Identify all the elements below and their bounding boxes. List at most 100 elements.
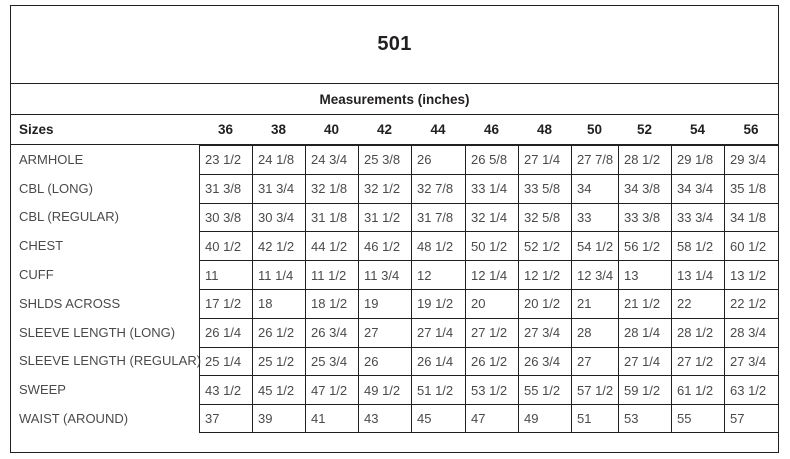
- table-cell: 20 1/2: [519, 289, 572, 318]
- table-cell: 33 1/4: [466, 174, 519, 203]
- table-cell: 31 1/8: [306, 203, 359, 232]
- table-cell: 28 1/4: [619, 318, 672, 347]
- table-cell: 11 1/2: [306, 261, 359, 289]
- table-cell: 53: [619, 405, 672, 432]
- table-cell: 12 1/2: [519, 261, 572, 289]
- table-cell: 31 1/2: [359, 203, 412, 232]
- table-cell: 18: [253, 289, 306, 318]
- row-cells: 25 1/4 25 1/2 25 3/4 26 26 1/4 26 1/2 26 3/4 27…: [199, 346, 778, 376]
- table-cell: 57: [730, 411, 745, 427]
- row-label: WAIST (AROUND): [19, 411, 129, 427]
- table-row: CUFF 11 11 1/4 11 1/2 11 3/4 12 12 1/4 12 1/2 12…: [11, 260, 778, 289]
- table-cell: 61 1/2: [672, 376, 725, 405]
- table-cell: 45: [412, 405, 466, 432]
- row-cells: 31 3/8 31 3/4 32 1/8 32 1/2 32 7/8 33 1/4 33 5…: [199, 173, 778, 203]
- table-cell: 27 1/2: [466, 318, 519, 347]
- table-cell: 27 3/4: [730, 353, 767, 369]
- table-cell: 12: [412, 261, 466, 289]
- table-cell: 40 1/2: [200, 232, 253, 261]
- row-label: CBL (REGULAR): [19, 209, 119, 225]
- table-row: CHEST 40 1/2 42 1/2 44 1/2 46 1/2 48 1/2 50 1/…: [11, 231, 778, 261]
- table-cell: 34: [572, 174, 619, 203]
- table-cell: 47 1/2: [306, 376, 359, 405]
- chart-title-row: 501: [11, 6, 778, 84]
- table-cell: 11 3/4: [359, 261, 412, 289]
- table-cell: 55: [672, 405, 725, 432]
- table-cell: 12 1/4: [466, 261, 519, 289]
- table-cell: 27 1/2: [672, 347, 725, 376]
- table-cell: 27 1/4: [519, 146, 572, 174]
- table-cell: 26 3/4: [306, 318, 359, 347]
- table-cell: 18 1/2: [306, 289, 359, 318]
- size-header-46: 46: [483, 122, 500, 137]
- table-cell: 28 1/2: [619, 146, 672, 174]
- table-row: SLEEVE LENGTH (REGULAR) 25 1/4 25 1/2 25 3/…: [11, 346, 778, 376]
- table-cell: 34 3/8: [619, 174, 672, 203]
- table-row: SLEEVE LENGTH (LONG) 26 1/4 26 1/2 26 3/4 27…: [11, 317, 778, 347]
- size-header-48: 48: [536, 122, 553, 137]
- table-cell: 35 1/8: [730, 181, 767, 197]
- table-cell: 27: [572, 347, 619, 376]
- row-label: CUFF: [19, 267, 54, 283]
- table-cell: 32 1/8: [306, 174, 359, 203]
- measurements-body: ARMHOLE 23 1/2 24 1/8 24 3/4 25 3/8 26 26 5/8 2…: [11, 145, 778, 433]
- table-cell: 32 1/2: [359, 174, 412, 203]
- table-cell: 33 3/4: [672, 203, 725, 232]
- row-cells: 37 39 41 43 45 47 49 51 53 55 57: [199, 404, 778, 433]
- row-label: CHEST: [19, 238, 64, 254]
- table-cell: 13: [619, 261, 672, 289]
- row-label: ARMHOLE: [19, 151, 84, 167]
- table-cell: 33: [572, 203, 619, 232]
- table-cell: 31 3/8: [200, 174, 253, 203]
- sizes-header-cells: 36 38 40 42 44 46 48 50 52 54 56: [199, 115, 778, 144]
- row-cells: 23 1/2 24 1/8 24 3/4 25 3/8 26 26 5/8 27 1/4 27…: [199, 145, 778, 174]
- table-cell: 29 1/8: [672, 146, 725, 174]
- table-cell: 31 3/4: [253, 174, 306, 203]
- table-cell: 26 5/8: [466, 146, 519, 174]
- table-cell: 26 1/4: [200, 318, 253, 347]
- table-cell: 26: [412, 146, 466, 174]
- table-cell: 46 1/2: [359, 232, 412, 261]
- size-header-40: 40: [323, 122, 340, 137]
- table-cell: 13 1/4: [672, 261, 725, 289]
- table-cell: 43 1/2: [200, 376, 253, 405]
- table-row: CBL (LONG) 31 3/8 31 3/4 32 1/8 32 1/2 32 7/8…: [11, 173, 778, 203]
- table-cell: 24 3/4: [306, 146, 359, 174]
- sizes-header-row: Sizes 36 38 40 42 44 46 48 50 52 54 56: [11, 115, 778, 145]
- table-cell: 63 1/2: [730, 382, 767, 398]
- table-cell: 45 1/2: [253, 376, 306, 405]
- table-cell: 55 1/2: [519, 376, 572, 405]
- table-cell: 20: [466, 289, 519, 318]
- table-cell: 26 1/2: [466, 347, 519, 376]
- table-cell: 11: [200, 261, 253, 289]
- size-header-42: 42: [376, 122, 393, 137]
- table-cell: 24 1/8: [253, 146, 306, 174]
- table-cell: 50 1/2: [466, 232, 519, 261]
- table-cell: 29 3/4: [730, 152, 767, 168]
- table-cell: 49: [519, 405, 572, 432]
- table-cell: 22: [672, 289, 725, 318]
- table-cell: 12 3/4: [572, 261, 619, 289]
- table-cell: 41: [306, 405, 359, 432]
- table-cell: 21: [572, 289, 619, 318]
- table-cell: 21 1/2: [619, 289, 672, 318]
- table-cell: 51 1/2: [412, 376, 466, 405]
- table-cell: 27: [359, 318, 412, 347]
- table-row: SWEEP 43 1/2 45 1/2 47 1/2 49 1/2 51 1/2 53 1/…: [11, 375, 778, 405]
- table-cell: 37: [200, 405, 253, 432]
- measurements-header-label: Measurements (inches): [319, 91, 470, 107]
- table-cell: 43: [359, 405, 412, 432]
- table-cell: 22 1/2: [730, 296, 767, 312]
- table-cell: 13 1/2: [730, 267, 767, 283]
- size-header-56: 56: [743, 122, 759, 137]
- table-cell: 25 1/2: [253, 347, 306, 376]
- table-cell: 17 1/2: [200, 289, 253, 318]
- table-cell: 27 7/8: [572, 146, 619, 174]
- table-cell: 57 1/2: [572, 376, 619, 405]
- table-cell: 26 1/4: [412, 347, 466, 376]
- table-cell: 51: [572, 405, 619, 432]
- table-row: CBL (REGULAR) 30 3/8 30 3/4 31 1/8 31 1/2 31 …: [11, 202, 778, 232]
- table-cell: 32 1/4: [466, 203, 519, 232]
- table-cell: 42 1/2: [253, 232, 306, 261]
- table-cell: 59 1/2: [619, 376, 672, 405]
